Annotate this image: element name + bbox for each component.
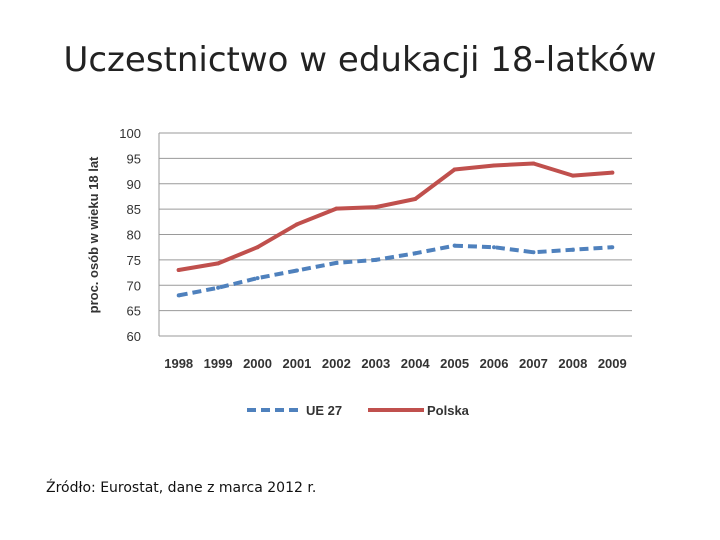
data-point — [452, 167, 457, 172]
data-point — [294, 268, 299, 273]
x-tick-label: 2004 — [401, 356, 431, 371]
y-tick-labels: 60 65 70 75 80 85 90 95 100 — [119, 126, 141, 344]
x-tick-label: 2003 — [361, 356, 390, 371]
data-point — [570, 173, 575, 178]
y-tick-label: 95 — [127, 151, 141, 166]
gridlines — [158, 132, 632, 337]
data-point — [570, 247, 575, 252]
x-tick-label: 2000 — [243, 356, 272, 371]
x-tick-label: 1998 — [164, 356, 193, 371]
data-point — [216, 285, 221, 290]
y-tick-label: 70 — [127, 278, 141, 293]
series-line-polska — [176, 161, 615, 272]
x-tick-label: 2002 — [322, 356, 351, 371]
data-point — [373, 257, 378, 262]
slide-title: Uczestnictwo w edukacji 18-latków — [63, 40, 657, 80]
data-point — [531, 161, 536, 166]
y-tick-label: 60 — [127, 329, 141, 344]
data-point — [176, 293, 181, 298]
data-point — [413, 196, 418, 201]
data-point — [334, 206, 339, 211]
x-tick-label: 2001 — [282, 356, 311, 371]
legend-label: UE 27 — [306, 403, 342, 418]
y-axis-label: proc. osób w wieku 18 lat — [86, 156, 101, 313]
x-tick-label: 2009 — [598, 356, 627, 371]
data-point — [294, 222, 299, 227]
x-tick-label: 2005 — [440, 356, 469, 371]
data-point — [452, 243, 457, 248]
series-line-ue27 — [178, 243, 613, 298]
data-point — [610, 245, 615, 250]
y-tick-label: 90 — [127, 177, 141, 192]
y-tick-label: 85 — [127, 202, 141, 217]
data-point — [492, 245, 497, 250]
x-tick-labels: 1998 1999 2000 2001 2002 2003 2004 2005 2006 2007… — [164, 356, 627, 371]
data-point — [255, 245, 260, 250]
y-tick-label: 65 — [127, 304, 141, 319]
y-tick-label: 100 — [119, 126, 141, 141]
legend: UE 27 Polska — [247, 403, 470, 418]
data-point — [216, 261, 221, 266]
data-point — [373, 205, 378, 210]
x-tick-label: 1999 — [204, 356, 233, 371]
data-point — [334, 260, 339, 265]
x-tick-label: 2008 — [558, 356, 587, 371]
data-point — [255, 276, 260, 281]
x-tick-label: 2007 — [519, 356, 548, 371]
legend-label: Polska — [427, 403, 470, 418]
y-tick-label: 80 — [127, 228, 141, 243]
data-point — [176, 268, 181, 273]
y-tick-label: 75 — [127, 253, 141, 268]
data-point — [610, 170, 615, 175]
data-point — [492, 163, 497, 168]
data-point — [531, 250, 536, 255]
series-lines — [176, 161, 615, 298]
x-tick-label: 2006 — [480, 356, 509, 371]
source-note: Źródło: Eurostat, dane z marca 2012 r. — [46, 480, 317, 496]
data-point — [413, 251, 418, 256]
